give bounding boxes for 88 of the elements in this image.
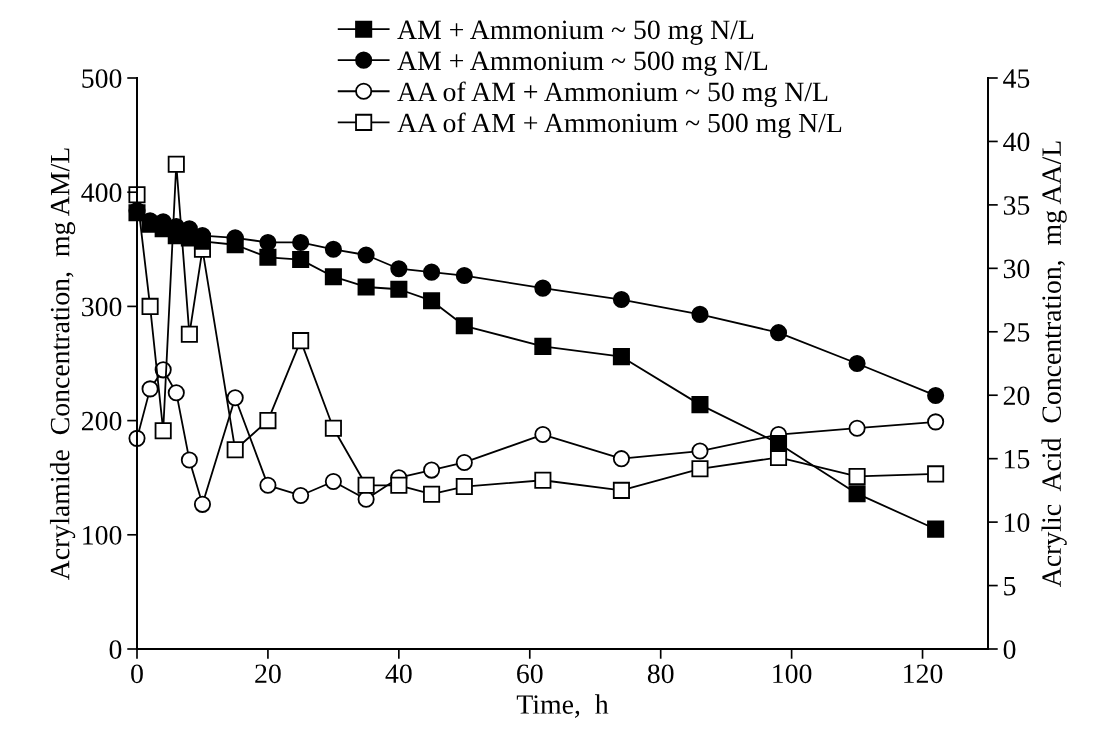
y2-tick-label: 45 [1003,69,1030,88]
point [423,485,441,503]
point [534,279,552,297]
point [292,233,310,251]
x-axis-title: Time, h [516,694,609,718]
y-tick-label: 300 [82,297,122,317]
point [259,248,277,266]
point [455,478,473,496]
point [226,389,244,407]
legend-label: AA of AM + Ammonium ~ 50 mg N/L [397,81,828,107]
point [769,324,788,342]
point [534,471,552,489]
point [357,476,375,494]
point [180,325,198,343]
point [927,386,945,405]
point [259,233,277,251]
y2-tick-label: 35 [1003,196,1030,215]
y2-tick-label: 5 [1004,577,1016,596]
x-tick-label: 40 [385,664,412,684]
point [423,461,441,479]
y2-tick-label: 30 [1003,259,1030,279]
point [292,251,310,269]
point [141,297,159,315]
y2-tick-label: 15 [1005,449,1030,469]
point [455,267,473,285]
point [292,332,310,350]
point [259,476,277,494]
x-tick-label: 100 [773,664,812,684]
point [390,280,408,298]
point [193,495,212,513]
y2-axis-title: Acrylic Acid Concentration, mg AA/L [1041,141,1067,587]
point [455,453,473,472]
point [324,472,342,491]
point [769,434,788,452]
point [534,337,552,355]
y2-tick-label: 25 [1003,323,1030,342]
point [423,263,441,281]
point [927,465,945,483]
point [154,422,172,440]
point [612,348,630,366]
point [180,451,198,469]
point [167,155,185,173]
point [141,380,159,398]
y-tick-label: 0 [109,640,122,659]
point [324,419,342,437]
x-tick-label: 120 [904,664,943,684]
point [324,240,342,258]
point [927,520,945,538]
point [167,384,185,402]
legend-label: AA of AM + Ammonium ~ 500 mg N/L [397,112,842,139]
point [691,442,709,460]
legend-label: AM + Ammonium ~ 500 mg N/L [397,51,768,76]
x-tick-label: 20 [255,664,281,684]
point [226,441,244,459]
point [848,485,866,503]
point [691,396,709,414]
y2-tick-label: 40 [1003,132,1030,152]
y2-tick-label: 10 [1005,513,1030,533]
x-tick-label: 0 [131,664,143,684]
y2-tick-label: 20 [1003,386,1030,406]
point [324,268,342,286]
point [292,486,310,505]
point [848,467,866,485]
point [423,292,441,310]
point [691,305,709,323]
point [848,354,866,373]
point [612,481,630,499]
point [357,246,375,264]
point [848,419,866,437]
point [534,426,552,444]
point [390,260,408,278]
point [691,460,709,478]
point [455,317,473,335]
point [259,412,277,430]
point [927,413,945,431]
point [357,278,375,296]
point [612,291,630,309]
point [390,476,408,494]
y-tick-label: 500 [82,69,122,88]
y-tick-label: 200 [81,411,122,431]
x-tick-label: 80 [647,664,674,684]
y-tick-label: 400 [81,183,122,203]
y-tick-label: 100 [83,525,122,545]
point [612,450,630,468]
y2-tick-label: 0 [1003,640,1016,659]
x-tick-label: 60 [517,664,543,684]
y-axis-title: Acrylamide Concentration, mg AM/L [49,148,76,581]
legend-label: AM + Ammonium ~ 50 mg N/L [397,20,754,45]
